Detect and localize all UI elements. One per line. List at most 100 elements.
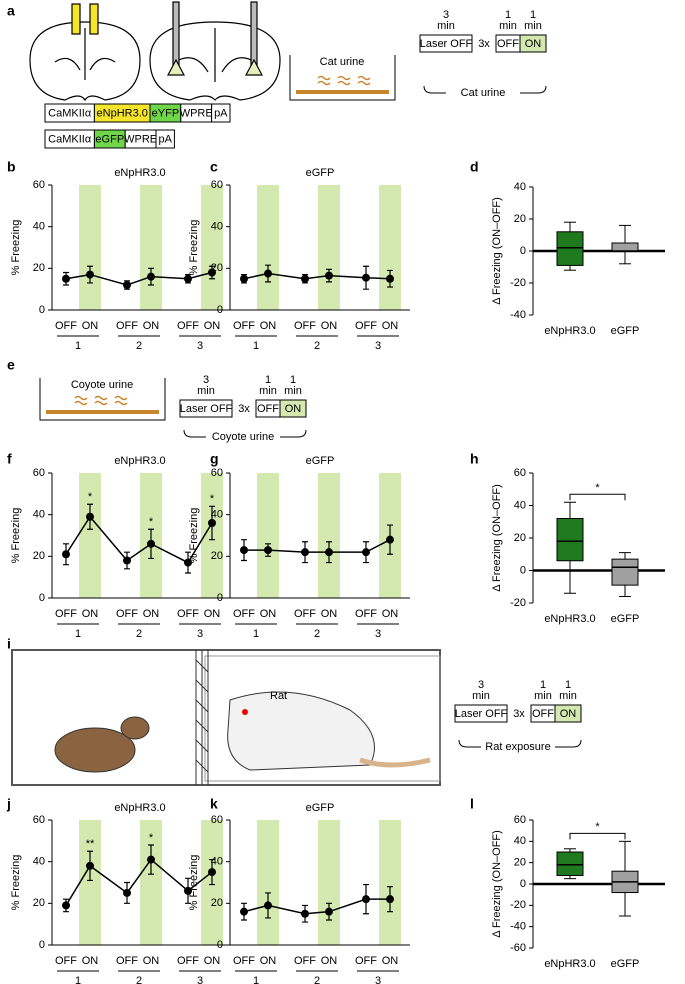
box: [556, 851, 584, 876]
data-point: [86, 512, 94, 521]
x-tick-label: ON: [321, 320, 338, 332]
animal-label: Rat: [270, 690, 287, 702]
data-point: [123, 556, 131, 565]
laser-band: [379, 820, 401, 945]
protocol-label: 3x: [238, 403, 250, 415]
time-label: min: [534, 690, 552, 702]
x-tick-label: eGFP: [611, 958, 640, 970]
group-label: 3: [197, 628, 203, 640]
x-tick-label: OFF: [294, 955, 316, 967]
x-tick-label: ON: [204, 608, 221, 620]
data-point: [184, 558, 192, 567]
group-label: 3: [375, 340, 381, 352]
time-label: min: [197, 385, 215, 397]
x-tick-label: OFF: [294, 320, 316, 332]
y-tick-label: 40: [211, 856, 223, 868]
laser-band: [379, 185, 401, 310]
x-tick-label: OFF: [355, 955, 377, 967]
y-tick-label: -20: [510, 277, 526, 289]
y-axis-label: Δ Freezing (ON–OFF): [491, 197, 503, 305]
y-tick-label: 40: [514, 181, 526, 193]
x-tick-label: ON: [321, 608, 338, 620]
significance: *: [149, 516, 154, 528]
group-label: 2: [136, 628, 142, 640]
y-tick-label: 0: [520, 878, 526, 890]
construct-label: eNpHR3.0: [97, 107, 148, 119]
construct-label: eYFP: [152, 107, 180, 119]
significance: *: [595, 821, 600, 833]
time-label: 1: [505, 9, 511, 21]
y-axis-label: % Freezing: [188, 508, 200, 564]
y-tick-label: 40: [33, 221, 45, 233]
significance: *: [210, 493, 215, 505]
y-tick-label: 20: [211, 550, 223, 562]
y-tick-label: 40: [33, 856, 45, 868]
bracket: [458, 739, 582, 748]
group-label: 1: [253, 975, 259, 984]
chart-title: eGFP: [306, 802, 335, 814]
time-label: 3: [443, 9, 449, 21]
data-point: [240, 274, 248, 283]
x-tick-label: ON: [82, 955, 99, 967]
y-tick-label: 20: [211, 897, 223, 909]
data-point: [325, 548, 333, 557]
y-tick-label: 20: [514, 857, 526, 869]
group-label: 2: [314, 340, 320, 352]
data-point: [208, 268, 216, 277]
y-tick-label: 40: [514, 835, 526, 847]
data-line: [65, 515, 213, 564]
x-tick-label: OFF: [116, 955, 138, 967]
x-tick-label: ON: [260, 608, 277, 620]
y-tick-label: -20: [510, 597, 526, 609]
group-label: 1: [75, 975, 81, 984]
data-line: [65, 858, 213, 906]
panel-letter: b: [7, 159, 16, 175]
y-tick-label: 20: [33, 262, 45, 274]
x-tick-label: ON: [382, 608, 399, 620]
data-point: [208, 519, 216, 527]
panel-letter: k: [210, 796, 218, 812]
significance: *: [595, 482, 600, 494]
data-point: [62, 274, 70, 283]
significance: *: [149, 832, 154, 844]
protocol-label: OFF: [532, 708, 554, 720]
time-label: 3: [478, 679, 484, 691]
construct-label: WPRE: [124, 133, 157, 145]
x-tick-label: ON: [204, 955, 221, 967]
x-tick-label: ON: [260, 320, 277, 332]
x-tick-label: ON: [143, 608, 160, 620]
protocol-label: Laser OFF: [180, 403, 233, 415]
x-tick-label: eGFP: [611, 325, 640, 337]
x-tick-label: OFF: [177, 320, 199, 332]
group-label: 1: [75, 628, 81, 640]
y-tick-label: 60: [211, 179, 223, 191]
chart-title: eNpHR3.0: [114, 802, 165, 814]
protocol-label: OFF: [497, 38, 519, 50]
x-tick-label: eNpHR3.0: [544, 613, 595, 625]
bracket: [423, 85, 547, 94]
laser-band: [318, 473, 340, 598]
protocol-label: OFF: [257, 403, 279, 415]
protocol-label: ON: [525, 38, 542, 50]
y-axis-label: % Freezing: [188, 220, 200, 276]
laser-band: [201, 185, 223, 310]
x-tick-label: OFF: [55, 608, 77, 620]
x-tick-label: eNpHR3.0: [544, 958, 595, 970]
protocol-label: Laser OFF: [420, 38, 473, 50]
chart-title: eNpHR3.0: [114, 167, 165, 179]
group-label: 3: [197, 975, 203, 984]
protocol-label: 3x: [478, 38, 490, 50]
box: [611, 242, 639, 252]
x-tick-label: ON: [382, 955, 399, 967]
y-tick-label: 0: [217, 939, 223, 951]
panel-letter: j: [6, 796, 11, 812]
y-axis-label: % Freezing: [188, 855, 200, 911]
stimulus-label: Coyote urine: [212, 431, 274, 443]
data-point: [362, 273, 370, 282]
x-tick-label: OFF: [233, 608, 255, 620]
time-label: min: [524, 20, 542, 32]
panel-letter: i: [7, 636, 11, 652]
y-tick-label: 60: [514, 814, 526, 826]
y-tick-label: 20: [514, 213, 526, 225]
data-point: [362, 548, 370, 557]
